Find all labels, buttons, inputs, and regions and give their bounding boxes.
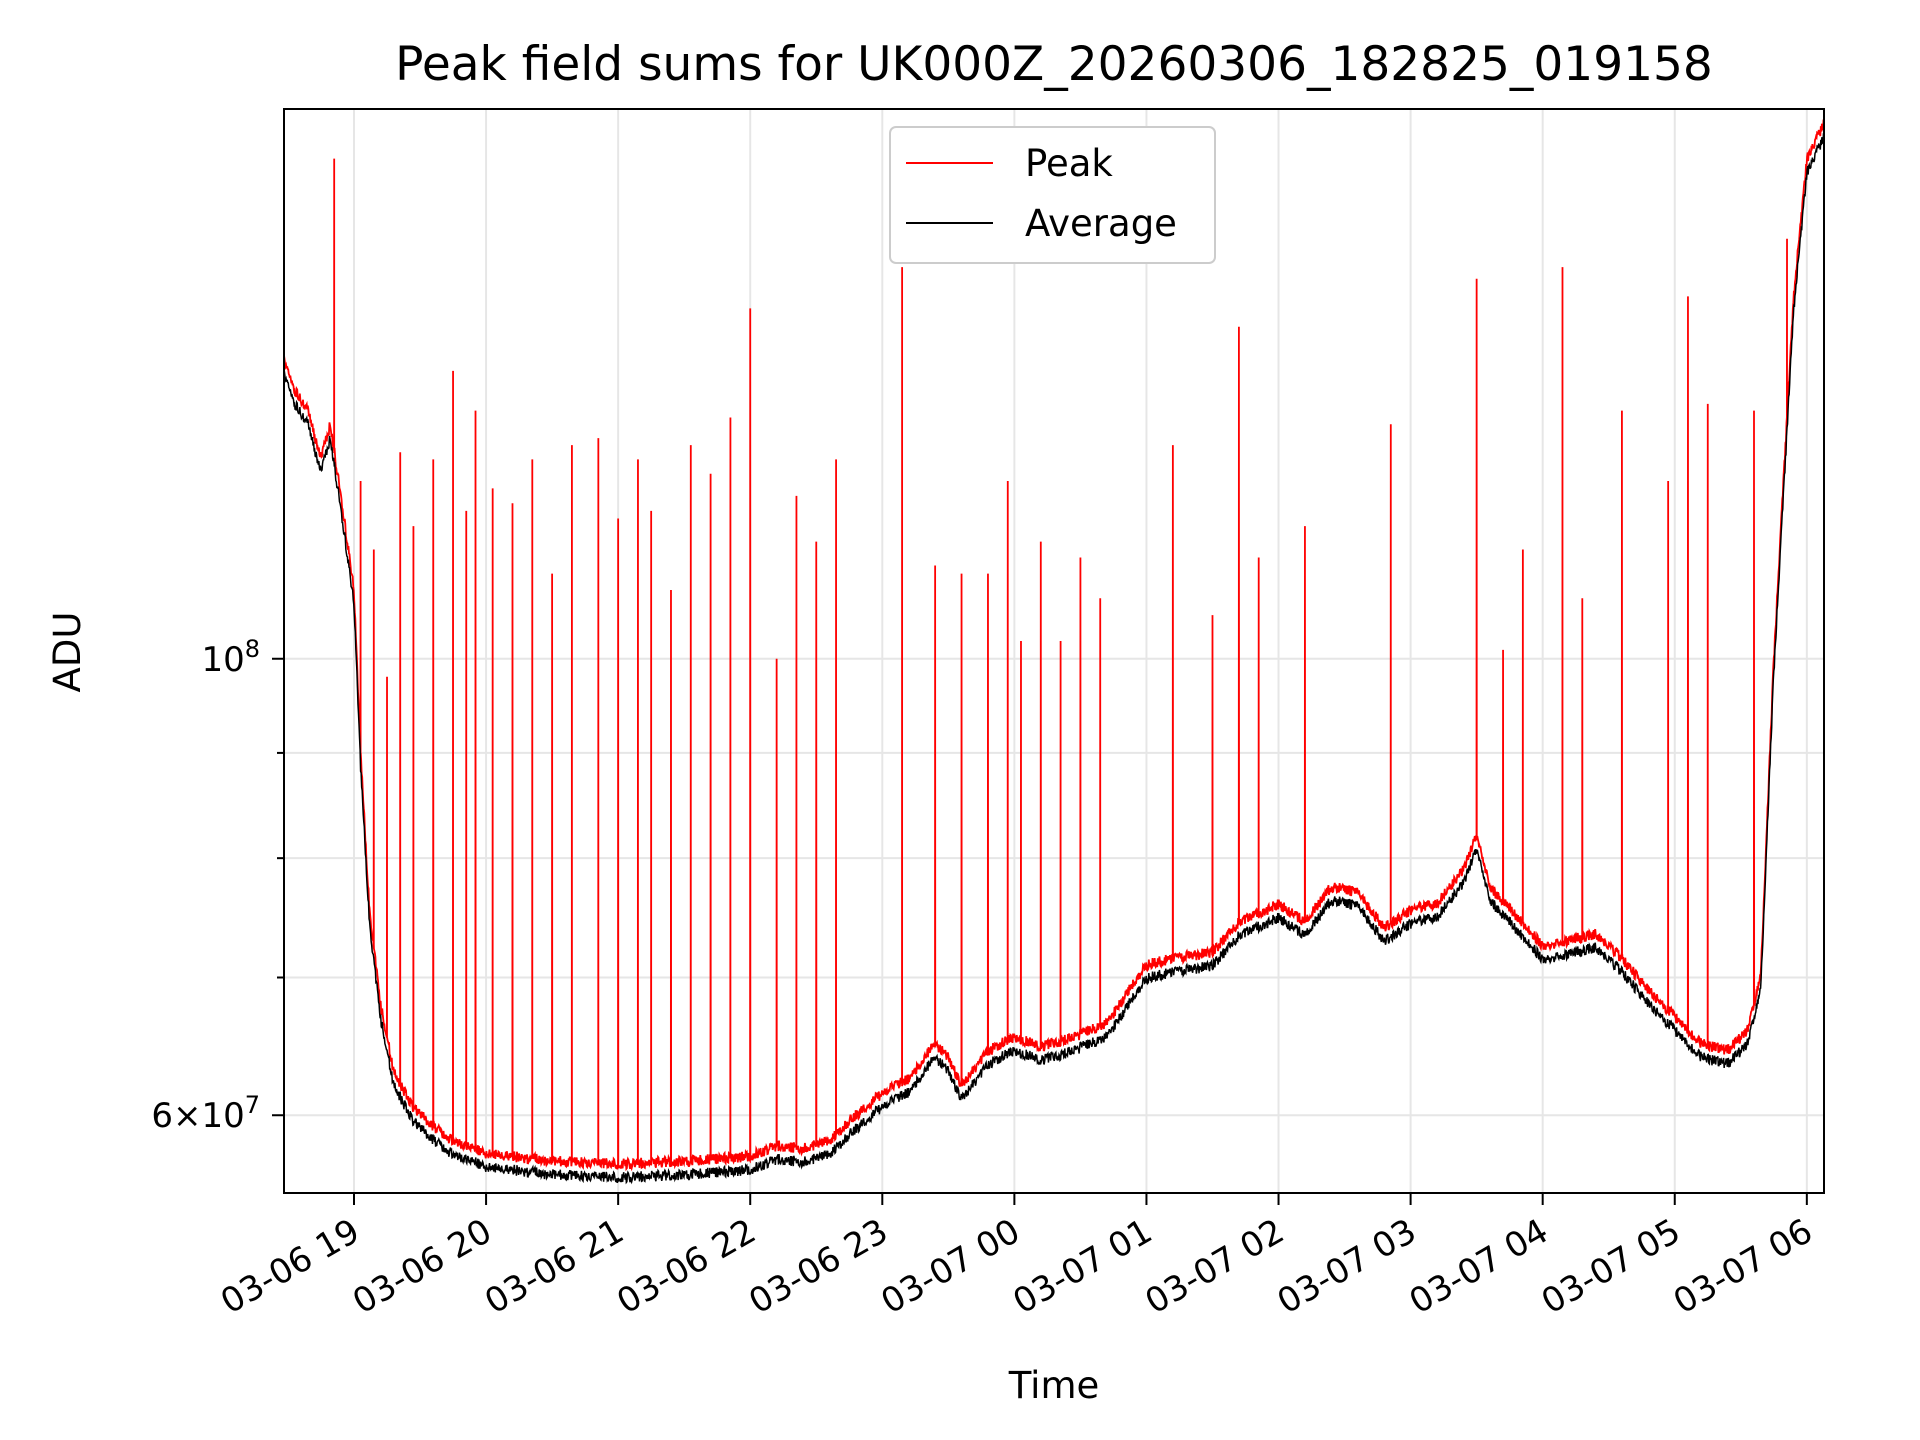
y-tick-label-exponent: 8 — [245, 635, 260, 663]
y-tick-label-base: 6 — [151, 1096, 173, 1136]
y-tick-label-multiplier: ×10 — [173, 1096, 245, 1136]
y-axis-ticks: 6×107 108 — [151, 635, 284, 1136]
peak-series-line — [284, 118, 1824, 1172]
y-axis-label: ADU — [46, 612, 89, 693]
legend: Peak Average — [889, 126, 1216, 264]
legend-peak-label: Peak — [1025, 142, 1113, 185]
x-axis-label: Time — [1008, 1364, 1100, 1407]
plot-series — [284, 118, 1824, 1185]
y-tick-label-exponent: 7 — [245, 1091, 260, 1119]
legend-average-label: Average — [1025, 202, 1177, 245]
chart-title: Peak field sums for UK000Z_20260306_1828… — [395, 37, 1713, 92]
legend-box — [889, 126, 1216, 264]
y-tick-label-multiplier: 10 — [201, 640, 244, 680]
y-tick-label: 108 — [201, 635, 260, 680]
average-series-line — [284, 132, 1824, 1185]
plot-frame — [283, 108, 1825, 1194]
y-tick-label: 6×107 — [151, 1091, 260, 1136]
